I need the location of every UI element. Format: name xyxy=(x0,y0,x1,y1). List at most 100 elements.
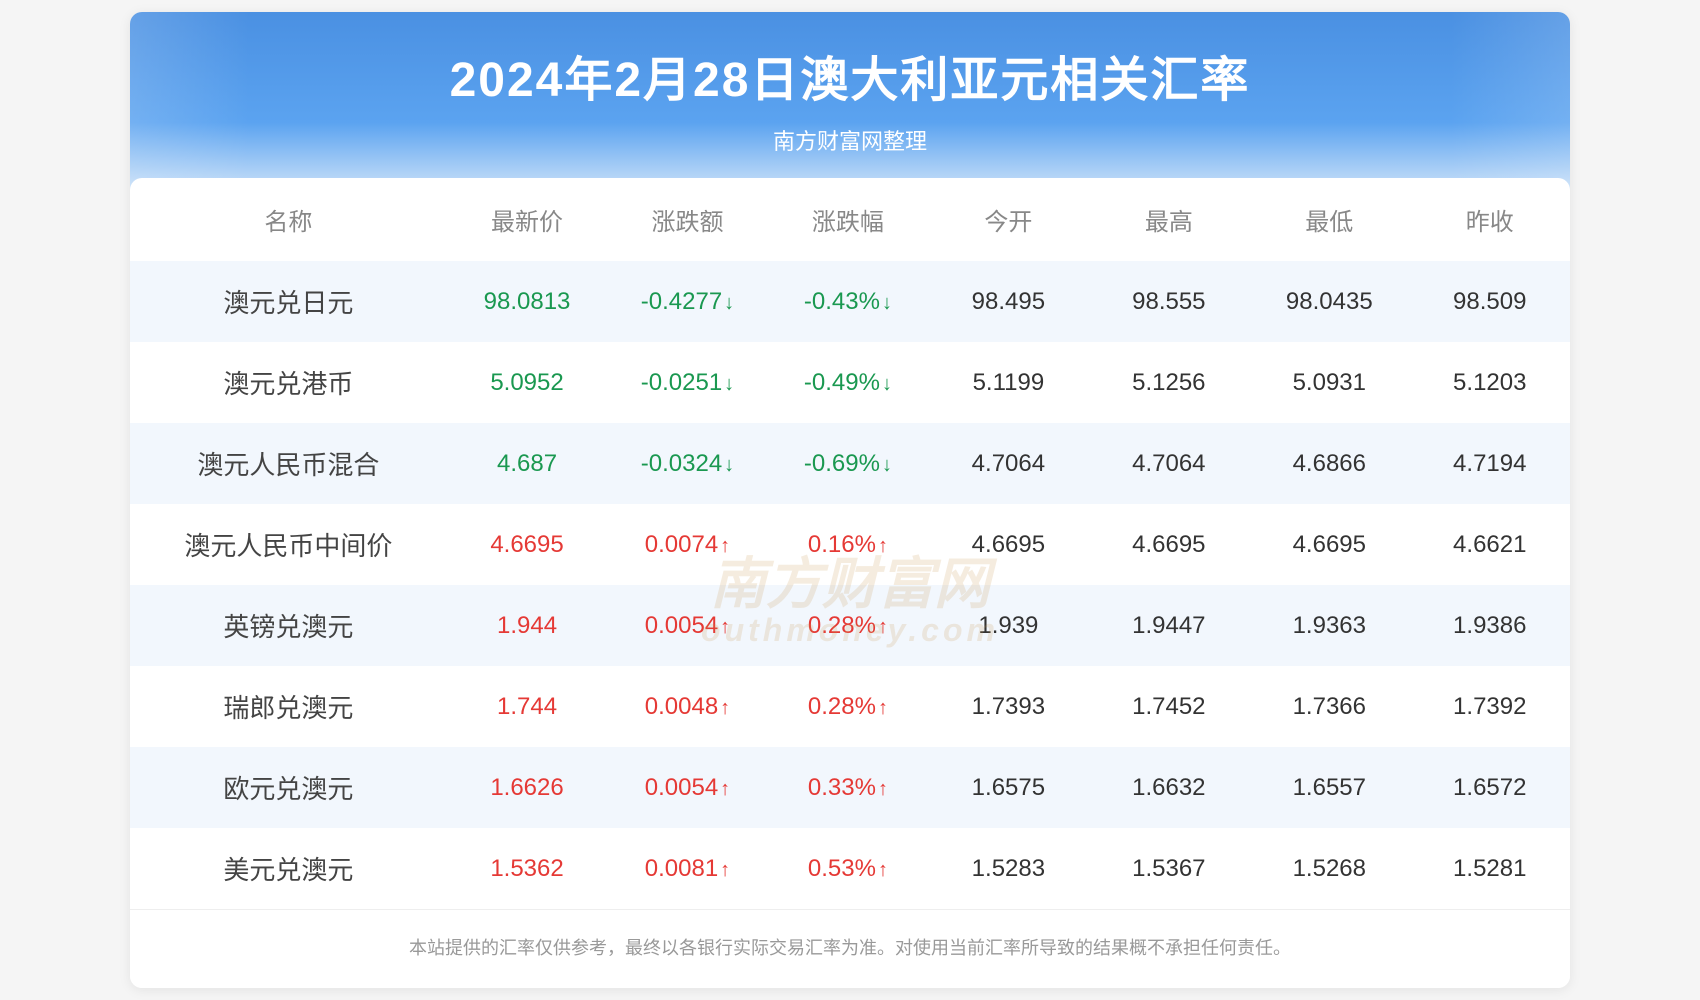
column-header: 今开 xyxy=(928,178,1088,261)
cell-change: -0.0324↓ xyxy=(607,423,767,504)
cell-open: 5.1199 xyxy=(928,342,1088,423)
table-row: 瑞郎兑澳元1.7440.0048↑0.28%↑1.73931.74521.736… xyxy=(130,666,1570,747)
cell-percent: -0.49%↓ xyxy=(768,342,928,423)
cell-name: 澳元人民币中间价 xyxy=(130,504,447,585)
cell-name: 澳元人民币混合 xyxy=(130,423,447,504)
cell-low: 1.7366 xyxy=(1249,666,1409,747)
column-header: 涨跌幅 xyxy=(768,178,928,261)
arrow-up-icon: ↑ xyxy=(878,616,888,638)
cell-change: 0.0081↑ xyxy=(607,828,767,909)
column-header: 最新价 xyxy=(447,178,607,261)
page-title: 2024年2月28日澳大利亚元相关汇率 xyxy=(130,40,1570,110)
arrow-up-icon: ↑ xyxy=(720,859,730,881)
cell-last: 4.6695 xyxy=(447,504,607,585)
cell-percent: -0.43%↓ xyxy=(768,261,928,342)
arrow-down-icon: ↓ xyxy=(724,373,734,395)
cell-high: 4.6695 xyxy=(1089,504,1249,585)
cell-open: 4.6695 xyxy=(928,504,1088,585)
cell-last: 1.944 xyxy=(447,585,607,666)
cell-last: 5.0952 xyxy=(447,342,607,423)
column-header: 涨跌额 xyxy=(607,178,767,261)
arrow-up-icon: ↑ xyxy=(878,535,888,557)
table-row: 澳元人民币中间价4.66950.0074↑0.16%↑4.66954.66954… xyxy=(130,504,1570,585)
cell-name: 美元兑澳元 xyxy=(130,828,447,909)
cell-last: 1.6626 xyxy=(447,747,607,828)
table-row: 欧元兑澳元1.66260.0054↑0.33%↑1.65751.66321.65… xyxy=(130,747,1570,828)
table-row: 英镑兑澳元1.9440.0054↑0.28%↑1.9391.94471.9363… xyxy=(130,585,1570,666)
cell-high: 1.9447 xyxy=(1089,585,1249,666)
arrow-down-icon: ↓ xyxy=(724,292,734,314)
arrow-down-icon: ↓ xyxy=(724,454,734,476)
table-header-row: 名称最新价涨跌额涨跌幅今开最高最低昨收 xyxy=(130,178,1570,261)
cell-name: 瑞郎兑澳元 xyxy=(130,666,447,747)
column-header: 名称 xyxy=(130,178,447,261)
cell-prev: 1.9386 xyxy=(1410,585,1570,666)
arrow-up-icon: ↑ xyxy=(878,697,888,719)
cell-change: 0.0054↑ xyxy=(607,585,767,666)
cell-high: 4.7064 xyxy=(1089,423,1249,504)
cell-name: 澳元兑日元 xyxy=(130,261,447,342)
column-header: 昨收 xyxy=(1410,178,1570,261)
cell-low: 98.0435 xyxy=(1249,261,1409,342)
arrow-up-icon: ↑ xyxy=(720,535,730,557)
cell-high: 5.1256 xyxy=(1089,342,1249,423)
cell-last: 1.744 xyxy=(447,666,607,747)
column-header: 最低 xyxy=(1249,178,1409,261)
table-body: 澳元兑日元98.0813-0.4277↓-0.43%↓98.49598.5559… xyxy=(130,261,1570,909)
cell-low: 5.0931 xyxy=(1249,342,1409,423)
cell-low: 1.5268 xyxy=(1249,828,1409,909)
cell-prev: 4.7194 xyxy=(1410,423,1570,504)
arrow-up-icon: ↑ xyxy=(720,697,730,719)
cell-open: 4.7064 xyxy=(928,423,1088,504)
cell-prev: 1.7392 xyxy=(1410,666,1570,747)
cell-open: 1.5283 xyxy=(928,828,1088,909)
cell-change: 0.0074↑ xyxy=(607,504,767,585)
cell-low: 4.6695 xyxy=(1249,504,1409,585)
arrow-up-icon: ↑ xyxy=(720,616,730,638)
cell-open: 1.939 xyxy=(928,585,1088,666)
table-container: 南方财富网 outhmoney.com 名称最新价涨跌额涨跌幅今开最高最低昨收 … xyxy=(130,178,1570,988)
cell-percent: 0.28%↑ xyxy=(768,666,928,747)
cell-change: -0.4277↓ xyxy=(607,261,767,342)
cell-name: 欧元兑澳元 xyxy=(130,747,447,828)
exchange-rate-card: 2024年2月28日澳大利亚元相关汇率 南方财富网整理 南方财富网 outhmo… xyxy=(130,12,1570,988)
arrow-up-icon: ↑ xyxy=(878,778,888,800)
cell-prev: 4.6621 xyxy=(1410,504,1570,585)
cell-low: 4.6866 xyxy=(1249,423,1409,504)
cell-prev: 5.1203 xyxy=(1410,342,1570,423)
exchange-rate-table: 名称最新价涨跌额涨跌幅今开最高最低昨收 澳元兑日元98.0813-0.4277↓… xyxy=(130,178,1570,909)
arrow-down-icon: ↓ xyxy=(882,292,892,314)
arrow-down-icon: ↓ xyxy=(882,373,892,395)
cell-percent: 0.53%↑ xyxy=(768,828,928,909)
card-header: 2024年2月28日澳大利亚元相关汇率 南方财富网整理 xyxy=(130,12,1570,196)
cell-high: 98.555 xyxy=(1089,261,1249,342)
cell-prev: 98.509 xyxy=(1410,261,1570,342)
disclaimer-text: 本站提供的汇率仅供参考，最终以各银行实际交易汇率为准。对使用当前汇率所导致的结果… xyxy=(130,909,1570,988)
cell-open: 1.7393 xyxy=(928,666,1088,747)
table-row: 澳元兑日元98.0813-0.4277↓-0.43%↓98.49598.5559… xyxy=(130,261,1570,342)
cell-percent: 0.16%↑ xyxy=(768,504,928,585)
arrow-up-icon: ↑ xyxy=(720,778,730,800)
cell-prev: 1.6572 xyxy=(1410,747,1570,828)
cell-high: 1.7452 xyxy=(1089,666,1249,747)
cell-high: 1.6632 xyxy=(1089,747,1249,828)
cell-name: 澳元兑港币 xyxy=(130,342,447,423)
cell-open: 98.495 xyxy=(928,261,1088,342)
page-subtitle: 南方财富网整理 xyxy=(130,124,1570,156)
cell-prev: 1.5281 xyxy=(1410,828,1570,909)
table-row: 澳元人民币混合4.687-0.0324↓-0.69%↓4.70644.70644… xyxy=(130,423,1570,504)
cell-last: 1.5362 xyxy=(447,828,607,909)
table-row: 澳元兑港币5.0952-0.0251↓-0.49%↓5.11995.12565.… xyxy=(130,342,1570,423)
cell-change: 0.0048↑ xyxy=(607,666,767,747)
cell-last: 98.0813 xyxy=(447,261,607,342)
cell-change: 0.0054↑ xyxy=(607,747,767,828)
cell-high: 1.5367 xyxy=(1089,828,1249,909)
cell-change: -0.0251↓ xyxy=(607,342,767,423)
cell-open: 1.6575 xyxy=(928,747,1088,828)
table-row: 美元兑澳元1.53620.0081↑0.53%↑1.52831.53671.52… xyxy=(130,828,1570,909)
column-header: 最高 xyxy=(1089,178,1249,261)
cell-percent: 0.28%↑ xyxy=(768,585,928,666)
cell-percent: 0.33%↑ xyxy=(768,747,928,828)
cell-low: 1.6557 xyxy=(1249,747,1409,828)
cell-last: 4.687 xyxy=(447,423,607,504)
